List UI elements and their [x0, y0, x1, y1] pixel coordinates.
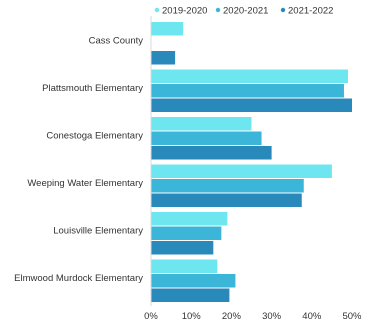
bar-3-2: [151, 131, 262, 145]
bar-6-3: [151, 288, 230, 302]
category-label-6: Elmwood Murdock Elementary: [14, 273, 143, 284]
x-tick-label-1: 0%: [144, 311, 158, 322]
bar-5-3: [151, 241, 214, 255]
legend-marker-3: [280, 7, 286, 13]
legend-label-3: 2021-2022: [288, 6, 333, 17]
bar-1-1: [151, 22, 184, 36]
bar-3-1: [151, 117, 252, 131]
bar-4-3: [151, 193, 302, 207]
bar-4-1: [151, 164, 332, 178]
bar-5-1: [151, 212, 228, 226]
category-label-1: Cass County: [89, 36, 144, 47]
legend-marker-1: [154, 7, 160, 13]
x-axis: 0% 10% 20% 30% 40% 50%: [144, 16, 362, 322]
category-label-3: Conestoga Elementary: [46, 131, 143, 142]
bar-3-3: [151, 146, 272, 160]
bar-2-1: [151, 69, 348, 83]
bar-2-2: [151, 84, 344, 98]
category-label-2: Plattsmouth Elementary: [42, 83, 143, 94]
x-tick-label-5: 40%: [302, 311, 322, 322]
x-tick-label-3: 20%: [222, 311, 242, 322]
x-tick-label-4: 30%: [262, 311, 282, 322]
category-label-4: Weeping Water Elementary: [27, 178, 143, 189]
bar-4-2: [151, 179, 304, 193]
legend-marker-2: [215, 7, 221, 13]
category-label-5: Louisville Elementary: [53, 226, 143, 237]
bar-2-3: [151, 98, 352, 112]
x-tick-label-6: 50%: [342, 311, 362, 322]
legend-label-2: 2020-2021: [223, 6, 268, 17]
bars: [151, 22, 352, 302]
legend: 2019-2020 2020-2021 2021-2022: [154, 6, 333, 17]
legend-label-1: 2019-2020: [162, 6, 207, 17]
category-labels: Cass County Plattsmouth Elementary Conesto…: [14, 36, 143, 285]
bar-6-1: [151, 259, 218, 273]
bar-6-2: [151, 274, 236, 288]
x-tick-label-2: 10%: [182, 311, 202, 322]
bar-5-2: [151, 226, 222, 240]
bar-1-3: [151, 51, 176, 65]
